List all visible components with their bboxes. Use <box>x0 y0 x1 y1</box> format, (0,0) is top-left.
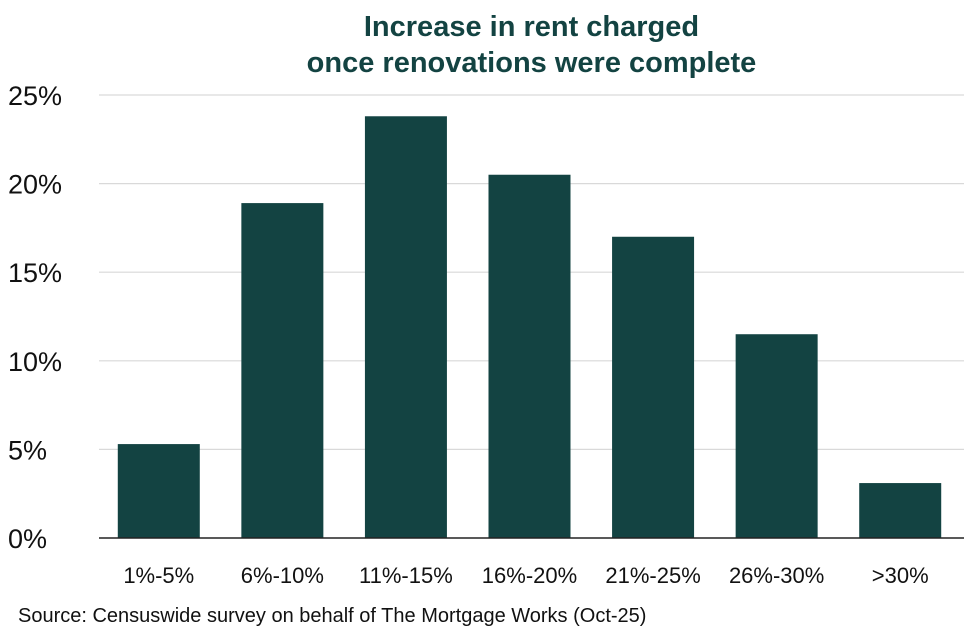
x-tick-label: 21%-25% <box>605 563 700 588</box>
chart-title-line-1: Increase in rent charged <box>363 11 700 43</box>
bar <box>488 174 571 539</box>
bar <box>735 334 818 538</box>
y-tick-label: 15% <box>8 258 62 288</box>
y-tick-label: 10% <box>8 347 62 377</box>
y-tick-label: 20% <box>8 170 62 200</box>
y-tick-label: 0% <box>8 524 47 554</box>
x-tick-label: 6%-10% <box>241 563 324 588</box>
chart-title-line-2: once renovations were complete <box>306 47 757 79</box>
y-tick-label: 25% <box>8 81 62 111</box>
bar <box>241 203 324 539</box>
bar <box>117 444 200 538</box>
x-tick-label: 11%-15% <box>359 563 453 588</box>
x-tick-label: >30% <box>872 563 929 588</box>
bar <box>859 483 942 538</box>
bar <box>612 236 695 538</box>
source-note: Source: Censuswide survey on behalf of T… <box>18 605 647 627</box>
x-tick-label: 26%-30% <box>729 563 824 588</box>
x-tick-label: 16%-20% <box>482 563 577 588</box>
x-tick-label: 1%-5% <box>123 563 194 588</box>
bar <box>364 116 447 538</box>
y-tick-label: 5% <box>8 435 47 465</box>
